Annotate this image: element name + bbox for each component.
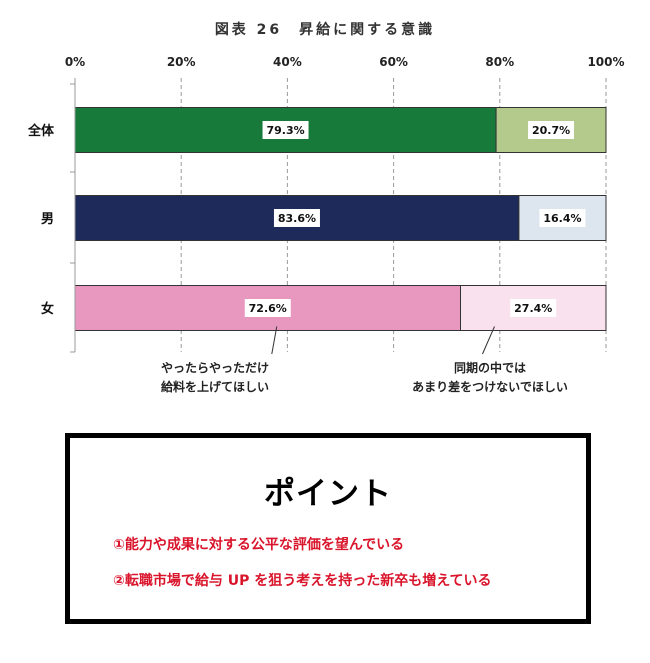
data-label-box [528, 121, 575, 139]
chart-title: 図表 26 昇給に関する意識 [215, 21, 435, 38]
category-label: 全体 [27, 123, 55, 139]
bars: 79.3% 20.7% 83.6% 16.4% 72.6% 27.4% [74, 107, 607, 331]
data-label: 72.6% [249, 302, 287, 315]
point-item: ①能力や成果に対する公平な評価を望んでいる [113, 537, 405, 553]
data-label: 27.4% [514, 302, 552, 315]
point-item: ②転職市場で給与 UP を狙う考えを持った新卒も増えている [113, 573, 492, 589]
data-label-box [262, 121, 309, 139]
x-tick-label: 100% [587, 55, 624, 69]
annotation-text: あまり差をつけないでほしい [412, 379, 568, 394]
annotation-leader-line [482, 326, 495, 355]
data-label-box [539, 209, 586, 227]
data-label: 20.7% [532, 124, 570, 137]
x-tick-label: 0% [65, 55, 85, 69]
x-tick-label: 40% [273, 55, 302, 69]
data-label-box [510, 299, 557, 317]
annotation-text: やったらやっただけ [161, 361, 269, 375]
x-tick-label: 80% [485, 55, 514, 69]
x-axis-ticks: 0% 20% 40% 60% 80% 100% [65, 55, 625, 69]
stacked-bar-chart: 図表 26 昇給に関する意識 0% 20% 40% 60% 80% 100% 79.3% 2… [27, 21, 625, 394]
data-label: 83.6% [278, 212, 316, 225]
point-title: ポイント [264, 476, 392, 512]
data-label-box [244, 299, 291, 317]
data-label-box [273, 209, 320, 227]
category-label: 男 [41, 212, 54, 227]
x-tick-label: 20% [167, 55, 196, 69]
annotation-leader-line [271, 326, 278, 355]
annotation-text: 給料を上げてほしい [161, 379, 269, 394]
point-box: ポイント ①能力や成果に対する公平な評価を望んでいる ②転職市場で給与 UP を… [65, 433, 591, 624]
annotation-text: 同期の中では [454, 360, 526, 375]
data-label: 16.4% [543, 212, 581, 225]
x-tick-label: 60% [379, 55, 408, 69]
category-label: 女 [41, 301, 54, 317]
data-label: 79.3% [266, 124, 304, 137]
